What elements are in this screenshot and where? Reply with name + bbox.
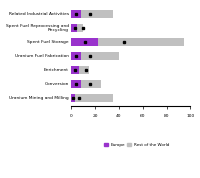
Bar — [81, 10, 113, 18]
Bar — [71, 80, 81, 88]
Bar — [71, 38, 98, 46]
Bar — [71, 52, 81, 60]
Bar — [71, 24, 77, 32]
Bar — [77, 24, 83, 32]
Bar — [81, 80, 101, 88]
Bar — [71, 10, 81, 18]
Bar — [71, 94, 75, 102]
Legend: Europe, Rest of the World: Europe, Rest of the World — [104, 143, 169, 146]
Bar — [75, 94, 113, 102]
Bar — [81, 52, 119, 60]
Bar — [71, 66, 79, 74]
Bar — [98, 38, 184, 46]
Bar — [79, 66, 89, 74]
